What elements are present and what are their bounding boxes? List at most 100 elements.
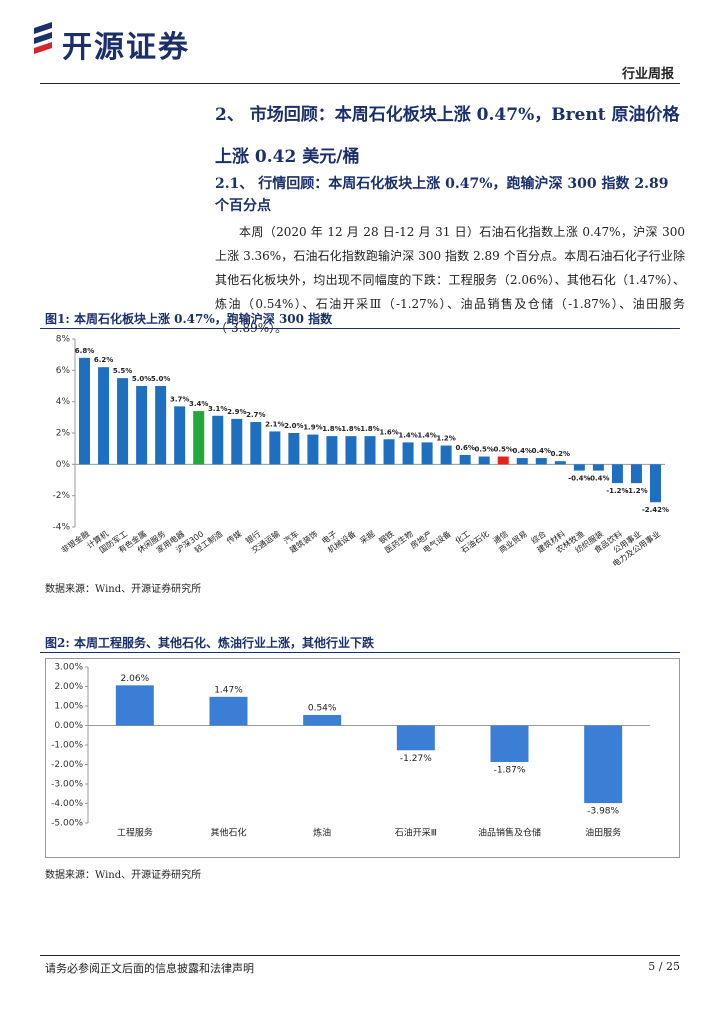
chart: -4%-2%0%2%4%6%8%6.8%非银金融6.2%计算机5.5%国防军工5… <box>52 335 669 569</box>
data-label: 5.0% <box>132 375 151 383</box>
data-label: 3.7% <box>170 395 189 403</box>
data-label: 0.2% <box>551 450 570 458</box>
page-number: 5 / 25 <box>648 960 680 973</box>
bar <box>421 442 433 465</box>
chart: -5.00% -4.00% -3.00% -2.00% -1.00% 0.00% 1.00%… <box>45 658 680 858</box>
bar <box>307 434 319 465</box>
x-tick-label: 传媒 <box>225 528 244 545</box>
bar <box>212 415 224 465</box>
disclaimer: 请务必参阅正文后面的信息披露和法律声明 <box>45 962 254 975</box>
x-tick-label: 油田服务 <box>585 827 621 839</box>
report-type: 行业周报 <box>621 67 674 82</box>
data-label: 1.6% <box>379 428 398 436</box>
bar <box>490 725 529 762</box>
data-label: 2.9% <box>227 408 246 416</box>
bar <box>345 436 357 465</box>
bar <box>478 456 490 465</box>
data-label: 1.47% <box>214 685 243 695</box>
data-label: 0.6% <box>455 444 474 452</box>
bar <box>117 378 129 465</box>
data-label: 1.4% <box>398 431 417 439</box>
bar <box>209 696 248 726</box>
data-label: 5.0% <box>151 375 170 383</box>
x-tick-label: 炼油 <box>313 827 331 839</box>
data-label: 1.4% <box>417 431 436 439</box>
subheading: 2.1、 行情回顾：本周石化板块上涨 0.47%，跑输沪深 300 指数 2.8… <box>215 176 669 214</box>
data-label: 6.8% <box>75 347 94 355</box>
bar <box>250 422 262 465</box>
y-tick-label: -4% <box>52 523 70 533</box>
y-tick-label: 3.00% <box>54 663 83 673</box>
data-label: 1.8% <box>322 425 341 433</box>
bar <box>364 436 376 465</box>
y-tick-label: -4.00% <box>51 799 83 809</box>
bar <box>459 454 471 465</box>
data-label: 1.9% <box>303 424 322 432</box>
y-tick-label: 6% <box>56 366 71 376</box>
bar <box>79 357 91 465</box>
bar <box>136 386 148 465</box>
source: 数据来源：Wind、开源证券研究所 <box>45 584 202 595</box>
data-label: -0.4% <box>568 475 590 483</box>
source: 数据来源：Wind、开源证券研究所 <box>45 870 202 881</box>
bar <box>554 461 566 465</box>
bar <box>383 439 395 465</box>
bar <box>288 433 300 465</box>
data-label: 3.1% <box>208 405 227 413</box>
data-label: -2.42% <box>642 506 669 514</box>
data-label: -1.87% <box>494 765 526 775</box>
data-label: 5.5% <box>113 367 132 375</box>
bar <box>303 714 342 726</box>
bar <box>396 725 435 751</box>
data-label: 0.54% <box>308 703 337 713</box>
bar <box>497 456 509 465</box>
y-tick-label: -2% <box>52 491 70 501</box>
data-label: 2.7% <box>246 411 265 419</box>
bar <box>98 367 110 465</box>
x-tick-label: 油品销售及仓储 <box>478 827 541 839</box>
title-rule <box>40 652 680 653</box>
y-tick-label: 0% <box>56 460 71 470</box>
data-label: -0.4% <box>587 475 609 483</box>
data-label: -1.2% <box>606 487 628 495</box>
chart-title: 图1: 本周石化板块上涨 0.47%，跑输沪深 300 指数 <box>45 312 333 326</box>
x-tick-label: 工程服务 <box>117 827 153 839</box>
data-label: 0.5% <box>494 446 513 454</box>
y-tick-label: -2.00% <box>51 760 83 770</box>
bar <box>231 418 243 465</box>
data-label: 0.4% <box>532 447 551 455</box>
x-tick-label: 石油开采Ⅲ <box>395 827 437 839</box>
data-label: 1.8% <box>360 425 379 433</box>
data-label: 2.0% <box>284 422 303 430</box>
y-tick-label: -1.00% <box>51 741 83 751</box>
x-tick-label: 采掘 <box>358 528 377 545</box>
y-tick-label: 2% <box>56 429 71 439</box>
data-label: 1.2% <box>436 435 455 443</box>
data-label: -1.27% <box>400 754 432 764</box>
y-tick-label: 8% <box>56 335 71 345</box>
footer-rule <box>40 955 680 956</box>
data-label: 3.4% <box>189 400 208 408</box>
bar <box>592 464 604 471</box>
heading: 2、 市场回顾：本周石化板块上涨 0.47%，Brent 原油价格上涨 0.42… <box>215 105 680 167</box>
logo: 开源证券 <box>62 30 190 65</box>
bar <box>649 464 661 503</box>
bar <box>535 458 547 465</box>
y-tick-label: 0.00% <box>54 721 83 731</box>
bar <box>440 445 452 465</box>
data-label: 6.2% <box>94 356 113 364</box>
bar <box>193 411 205 465</box>
data-label: 1.8% <box>341 425 360 433</box>
chart-frame <box>45 658 680 858</box>
data-label: 2.06% <box>121 674 150 684</box>
bar <box>584 725 623 804</box>
header-rule <box>40 83 680 84</box>
logo-icon <box>34 22 52 54</box>
bar <box>516 458 528 465</box>
bar <box>326 436 338 465</box>
bar <box>611 464 623 484</box>
y-tick-label: 1.00% <box>54 702 83 712</box>
data-label: -1.2% <box>625 487 647 495</box>
data-label: 0.4% <box>513 447 532 455</box>
